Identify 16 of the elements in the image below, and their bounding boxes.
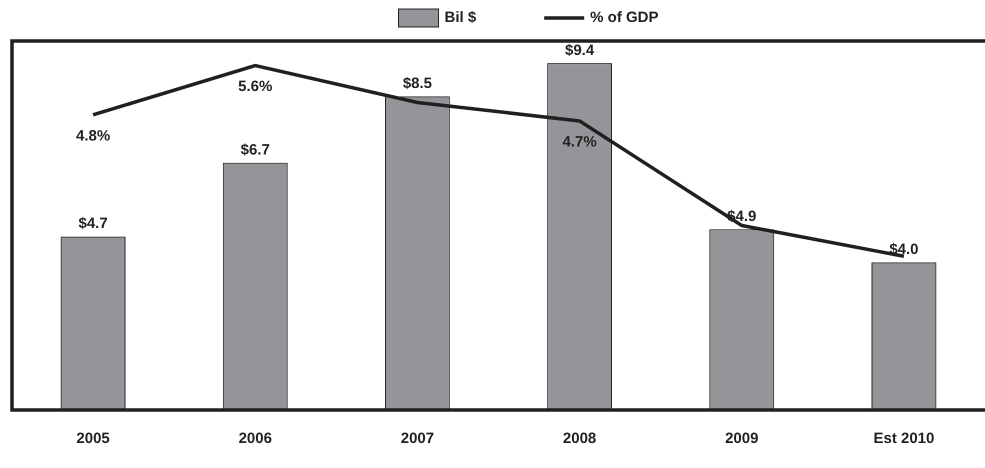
x-tick-label: 2006 [238,430,272,448]
data-label: $6.7 [240,141,270,158]
x-tick-label: 2005 [76,430,110,448]
legend-label: % of GDP [590,9,659,26]
data-label: 4.8% [76,127,110,144]
data-label: $4.7 [78,215,108,232]
data-label: $9.4 [564,42,595,59]
x-tick-label: 2007 [400,430,434,448]
data-label: $4.0 [889,241,919,258]
x-tick-label: 2009 [725,430,758,448]
data-label: 5.6% [238,78,272,96]
x-tick-label: Est 2010 [873,430,934,448]
data-label: 4.7% [562,134,597,151]
x-tick-label: 2008 [562,430,596,448]
legend-label: Bil $ [444,9,477,26]
data-label: $8.5 [402,74,432,92]
